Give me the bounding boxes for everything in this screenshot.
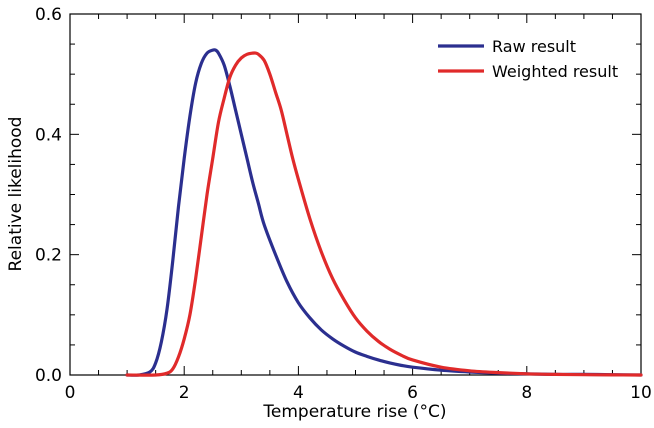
y-tick-label: 0.0 bbox=[35, 366, 62, 386]
x-tick-label: 2 bbox=[179, 383, 190, 403]
x-axis-label: Temperature rise (°C) bbox=[262, 402, 446, 422]
y-axis-label: Relative likelihood bbox=[6, 117, 26, 272]
series-line-weighted-result bbox=[125, 51, 643, 377]
y-tick-label: 0.6 bbox=[35, 5, 62, 25]
x-tick-label: 0 bbox=[65, 383, 76, 403]
axis-ticks bbox=[69, 13, 642, 376]
tick-labels: 0 2 4 6 8 10 0.0 0.2 0.4 0.6 bbox=[35, 5, 652, 403]
y-tick-label: 0.2 bbox=[35, 246, 62, 266]
x-tick-label: 6 bbox=[407, 383, 418, 403]
x-tick-label: 8 bbox=[521, 383, 532, 403]
series-line-raw-result bbox=[125, 48, 643, 377]
y-tick-label: 0.4 bbox=[35, 125, 62, 145]
x-tick-label: 10 bbox=[630, 383, 652, 403]
legend-label: Weighted result bbox=[492, 62, 618, 81]
legend: Raw result Weighted result bbox=[438, 37, 618, 81]
legend-label: Raw result bbox=[492, 37, 576, 56]
x-tick-label: 4 bbox=[293, 383, 304, 403]
series-lines bbox=[125, 48, 643, 377]
